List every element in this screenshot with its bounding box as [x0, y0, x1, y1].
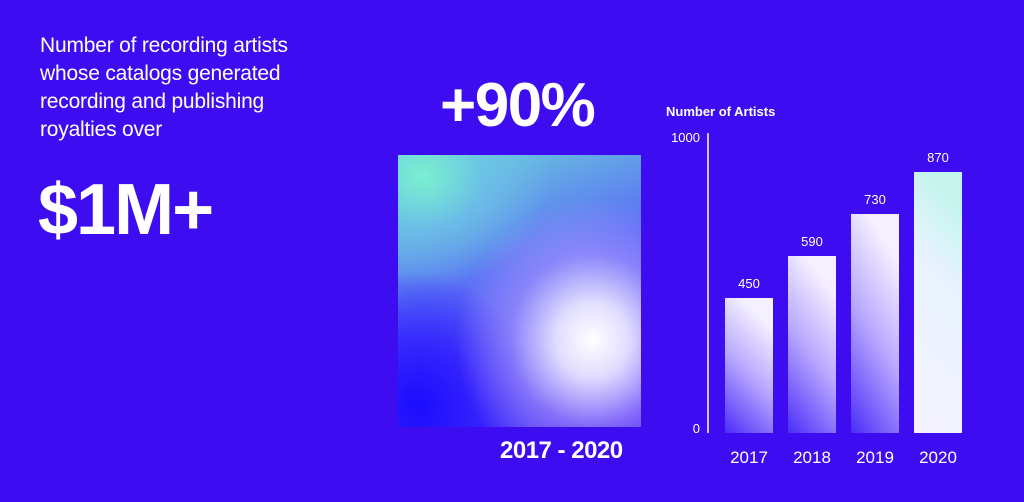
data-label: 870: [927, 150, 949, 165]
data-label: 450: [738, 276, 760, 291]
y-tick-label: 1000: [671, 130, 700, 145]
x-tick-label: 2018: [793, 448, 831, 467]
amount-figure: $1M+: [38, 170, 214, 250]
data-label: 590: [801, 234, 823, 249]
x-tick-label: 2017: [730, 448, 768, 467]
y-axis-title: Number of Artists: [666, 104, 775, 119]
data-label: 730: [864, 192, 886, 207]
bar-2018: [788, 256, 836, 433]
range-label: 2017 - 2020: [500, 437, 623, 464]
x-tick-label: 2019: [856, 448, 894, 467]
bar-2017: [725, 298, 773, 433]
x-tick-label: 2020: [919, 448, 957, 467]
headline: Number of recording artists whose catalo…: [40, 34, 288, 141]
bar-2020: [914, 172, 962, 433]
bar-2019: [851, 214, 899, 433]
growth-figure: +90%: [440, 71, 596, 140]
y-tick-label: 0: [693, 421, 700, 436]
gradient-square: [398, 155, 641, 427]
